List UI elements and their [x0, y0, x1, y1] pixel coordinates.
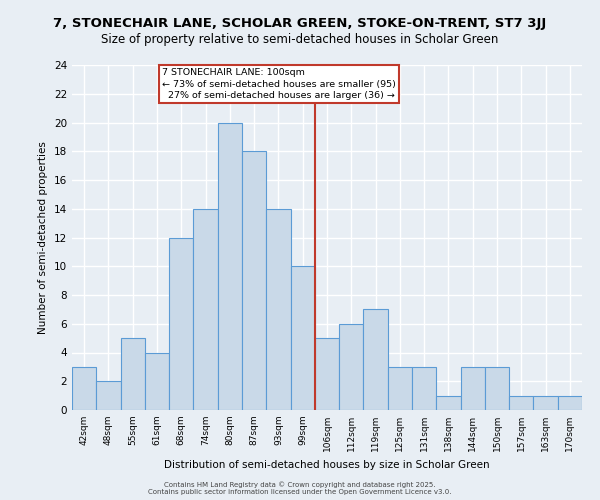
Bar	[461, 367, 485, 410]
Text: 7, STONECHAIR LANE, SCHOLAR GREEN, STOKE-ON-TRENT, ST7 3JJ: 7, STONECHAIR LANE, SCHOLAR GREEN, STOKE…	[53, 18, 547, 30]
Bar	[121, 338, 145, 410]
Bar	[412, 367, 436, 410]
Bar	[388, 367, 412, 410]
Y-axis label: Number of semi-detached properties: Number of semi-detached properties	[38, 141, 49, 334]
Bar	[266, 209, 290, 410]
Bar	[218, 122, 242, 410]
Bar	[193, 209, 218, 410]
Bar	[485, 367, 509, 410]
Bar	[509, 396, 533, 410]
Bar	[290, 266, 315, 410]
Text: Size of property relative to semi-detached houses in Scholar Green: Size of property relative to semi-detach…	[101, 32, 499, 46]
Bar	[339, 324, 364, 410]
Bar	[242, 152, 266, 410]
Bar	[533, 396, 558, 410]
Bar	[72, 367, 96, 410]
Bar	[315, 338, 339, 410]
Bar	[169, 238, 193, 410]
Text: 7 STONECHAIR LANE: 100sqm
← 73% of semi-detached houses are smaller (95)
  27% o: 7 STONECHAIR LANE: 100sqm ← 73% of semi-…	[162, 68, 396, 100]
Text: Contains public sector information licensed under the Open Government Licence v3: Contains public sector information licen…	[148, 489, 452, 495]
Bar	[145, 352, 169, 410]
Bar	[96, 381, 121, 410]
Bar	[364, 310, 388, 410]
Text: Contains HM Land Registry data © Crown copyright and database right 2025.: Contains HM Land Registry data © Crown c…	[164, 481, 436, 488]
X-axis label: Distribution of semi-detached houses by size in Scholar Green: Distribution of semi-detached houses by …	[164, 460, 490, 469]
Bar	[436, 396, 461, 410]
Bar	[558, 396, 582, 410]
